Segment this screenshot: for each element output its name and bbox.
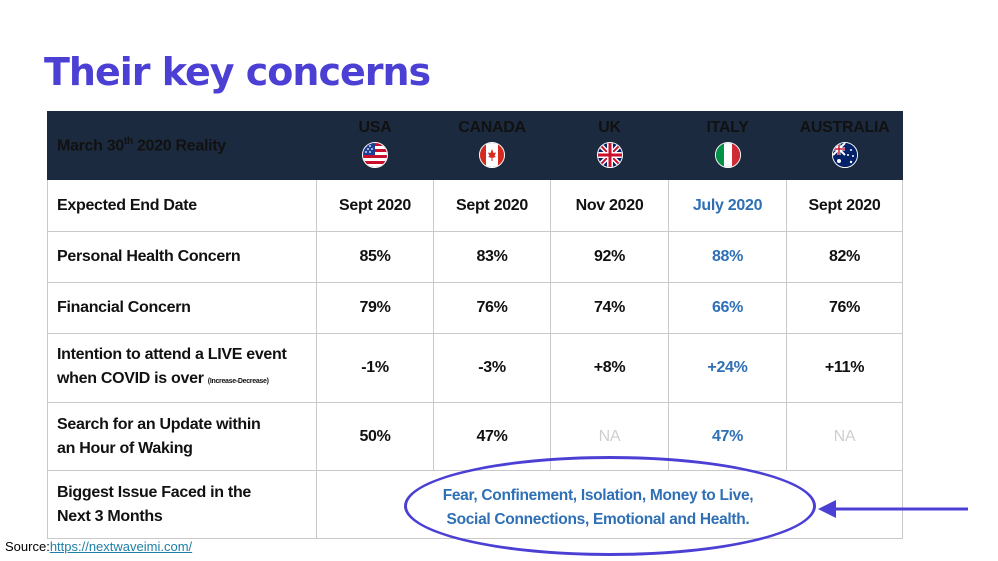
country-name: ITALY	[706, 119, 749, 136]
row-label-line1: Intention to attend a LIVE event	[57, 345, 287, 363]
cell-italy: July 2020	[668, 179, 787, 232]
header-canada: CANADA	[433, 111, 551, 180]
row-label: Personal Health Concern	[47, 231, 317, 283]
cell-usa: 79%	[316, 282, 434, 334]
row-label-line2: Next 3 Months	[57, 507, 163, 525]
slide-title: Their key concerns	[44, 50, 431, 94]
header-label: March 30th 2020 Reality	[47, 111, 317, 180]
cell-canada: 47%	[433, 402, 551, 471]
country-name: AUSTRALIA	[799, 119, 890, 136]
cell-uk: Nov 2020	[550, 179, 669, 232]
table-row: Expected End Date Sept 2020 Sept 2020 No…	[47, 179, 903, 232]
cell-canada: Sept 2020	[433, 179, 551, 232]
cell-australia: 82%	[786, 231, 903, 283]
table-header-row: March 30th 2020 Reality USA CANADA	[47, 111, 903, 180]
row-label-line1: Search for an Update within	[57, 415, 261, 433]
cell-uk: 92%	[550, 231, 669, 283]
cell-australia: Sept 2020	[786, 179, 903, 232]
cell-italy: 66%	[668, 282, 787, 334]
country-name: USA	[358, 119, 392, 136]
source-citation: Source:https://nextwaveimi.com/	[5, 539, 192, 554]
uk-flag-icon	[596, 142, 623, 168]
table-row: Intention to attend a LIVE event when COV…	[47, 333, 903, 403]
header-uk: UK	[550, 111, 669, 180]
arrow-left-icon	[818, 500, 968, 518]
row-label: Expected End Date	[47, 179, 317, 232]
table-row: Search for an Update within an Hour of Wa…	[47, 402, 903, 471]
italy-flag-icon	[714, 142, 741, 168]
header-australia: AUSTRALIA	[786, 111, 903, 180]
canada-flag-icon	[479, 142, 505, 168]
row-label-line2: when COVID is over	[57, 369, 204, 387]
cell-italy: 88%	[668, 231, 787, 283]
country-name: CANADA	[458, 119, 526, 136]
cell-canada: 76%	[433, 282, 551, 334]
row-label: Intention to attend a LIVE event when COV…	[47, 333, 317, 403]
usa-flag-icon	[362, 142, 388, 168]
cell-usa: Sept 2020	[316, 179, 434, 232]
row-label: Biggest Issue Faced in the Next 3 Months	[47, 470, 317, 539]
row-label-note: (Increase-Decrease)	[207, 377, 269, 385]
header-italy: ITALY	[668, 111, 787, 180]
cell-uk: 74%	[550, 282, 669, 334]
country-name: UK	[598, 119, 621, 136]
row-label: Search for an Update within an Hour of Wa…	[47, 402, 317, 471]
row-label-line1: Biggest Issue Faced in the	[57, 483, 252, 501]
cell-australia: 76%	[786, 282, 903, 334]
cell-canada: 83%	[433, 231, 551, 283]
header-usa: USA	[316, 111, 434, 180]
row-label-line2: an Hour of Waking	[57, 439, 193, 457]
australia-flag-icon	[831, 142, 858, 168]
cell-australia: +11%	[786, 333, 903, 403]
source-label: Source:	[5, 539, 50, 554]
row-label: Financial Concern	[47, 282, 317, 334]
cell-canada: -3%	[433, 333, 551, 403]
cell-usa: 85%	[316, 231, 434, 283]
cell-uk: +8%	[550, 333, 669, 403]
table-row: Personal Health Concern 85% 83% 92% 88% …	[47, 231, 903, 283]
highlight-ellipse	[404, 456, 816, 556]
cell-usa: -1%	[316, 333, 434, 403]
cell-usa: 50%	[316, 402, 434, 471]
source-link[interactable]: https://nextwaveimi.com/	[49, 539, 193, 554]
cell-italy: +24%	[668, 333, 787, 403]
cell-australia: NA	[786, 402, 903, 471]
table-row: Financial Concern 79% 76% 74% 66% 76%	[47, 282, 903, 334]
